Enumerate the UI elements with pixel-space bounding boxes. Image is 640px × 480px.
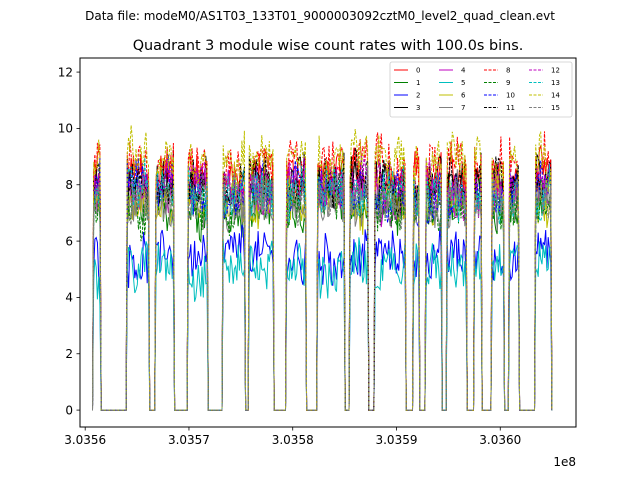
series-line-7 — [92, 169, 553, 411]
y-tick-label: 0 — [65, 403, 73, 417]
legend-label: 14 — [551, 92, 560, 100]
legend-label: 11 — [506, 104, 515, 112]
legend-label: 5 — [461, 79, 465, 87]
x-tick-label: 3.0360 — [479, 433, 521, 447]
legend-label: 0 — [416, 67, 420, 75]
series-line-14 — [92, 125, 553, 411]
legend-label: 10 — [506, 92, 515, 100]
legend-label: 13 — [551, 79, 560, 87]
chart-title: Quadrant 3 module wise count rates with … — [133, 38, 524, 54]
x-tick-label: 3.0357 — [168, 433, 210, 447]
legend-label: 6 — [461, 92, 466, 100]
series-line-15 — [92, 165, 553, 411]
legend-label: 12 — [551, 67, 560, 75]
series-line-2 — [92, 224, 553, 411]
y-tick-label: 2 — [65, 347, 73, 361]
x-axis-offset-label: 1e8 — [553, 455, 576, 469]
legend-label: 3 — [416, 104, 420, 112]
legend-label: 8 — [506, 67, 510, 75]
legend-box — [389, 61, 573, 118]
x-tick-label: 3.0356 — [64, 433, 106, 447]
x-tick-label: 3.0358 — [272, 433, 314, 447]
legend-label: 9 — [506, 79, 510, 87]
figure-suptitle: Data file: modeM0/AS1T03_133T01_90000030… — [85, 9, 555, 23]
x-axis: 3.0356 3.0357 3.0358 3.0359 3.0360 — [64, 427, 521, 447]
legend-label: 15 — [551, 104, 560, 112]
series-line-13 — [92, 157, 553, 411]
series-line-5 — [92, 237, 553, 411]
y-axis: 0 2 4 6 8 10 12 — [58, 65, 80, 417]
axes-frame — [79, 57, 577, 428]
x-tick-label: 3.0359 — [375, 433, 417, 447]
series-line-12 — [92, 155, 553, 411]
y-tick-label: 8 — [65, 178, 73, 192]
series-layer — [92, 125, 553, 411]
legend-label: 2 — [416, 92, 420, 100]
legend-label: 7 — [461, 104, 465, 112]
legend-label: 1 — [416, 79, 420, 87]
y-tick-label: 6 — [65, 234, 73, 248]
y-tick-label: 12 — [58, 65, 73, 79]
y-tick-label: 4 — [65, 291, 73, 305]
y-tick-label: 10 — [58, 122, 73, 136]
legend-label: 4 — [461, 67, 466, 75]
